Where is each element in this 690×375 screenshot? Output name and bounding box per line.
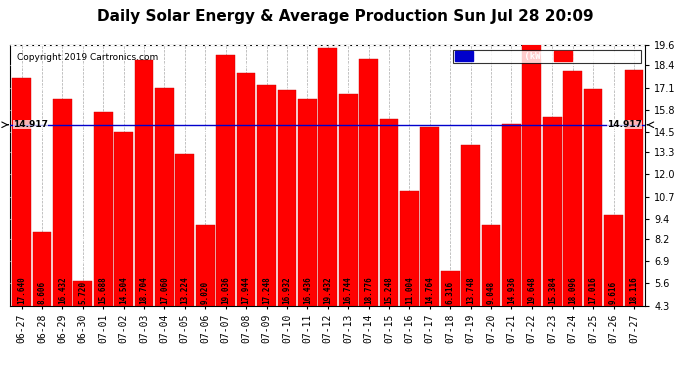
Text: 14.936: 14.936 (507, 276, 516, 304)
Text: 9.020: 9.020 (201, 280, 210, 304)
Text: 13.224: 13.224 (180, 276, 189, 304)
Bar (318, 48, 337, 306)
Bar (624, 70, 643, 306)
Bar (94, 112, 112, 306)
Text: 19.432: 19.432 (323, 276, 333, 304)
Bar (216, 55, 235, 306)
Bar (461, 145, 480, 306)
Text: 13.748: 13.748 (466, 276, 475, 304)
Text: 15.248: 15.248 (384, 276, 393, 304)
Bar (543, 117, 562, 306)
Bar (135, 60, 153, 306)
Bar (502, 124, 521, 306)
Bar (563, 70, 582, 306)
Text: 17.944: 17.944 (241, 276, 250, 304)
Bar (73, 281, 92, 306)
Text: 16.432: 16.432 (58, 276, 67, 304)
Text: 16.932: 16.932 (282, 276, 291, 304)
Text: 16.744: 16.744 (344, 276, 353, 304)
Bar (53, 99, 72, 306)
Text: 5.720: 5.720 (78, 280, 88, 304)
Text: 18.116: 18.116 (629, 276, 638, 304)
Text: 18.704: 18.704 (139, 276, 148, 304)
Text: 14.504: 14.504 (119, 276, 128, 304)
Text: 9.616: 9.616 (609, 280, 618, 304)
Text: 14.917: 14.917 (13, 120, 48, 129)
Bar (196, 225, 215, 306)
Text: 17.060: 17.060 (160, 276, 169, 304)
Text: Daily Solar Energy & Average Production Sun Jul 28 20:09: Daily Solar Energy & Average Production … (97, 9, 593, 24)
Bar (298, 99, 317, 306)
Bar (277, 90, 296, 306)
Bar (359, 59, 378, 306)
Text: 11.004: 11.004 (405, 276, 414, 304)
Text: 19.036: 19.036 (221, 276, 230, 304)
Bar (12, 78, 31, 306)
Bar (237, 73, 255, 306)
Text: 15.688: 15.688 (99, 276, 108, 304)
Text: 17.016: 17.016 (589, 276, 598, 304)
Bar (420, 128, 440, 306)
Bar (339, 94, 357, 306)
Text: 16.436: 16.436 (303, 276, 312, 304)
Bar (115, 132, 133, 306)
Text: Copyright 2019 Cartronics.com: Copyright 2019 Cartronics.com (17, 53, 158, 62)
Bar (175, 154, 195, 306)
Bar (32, 232, 51, 306)
Bar (522, 44, 541, 306)
Text: 17.640: 17.640 (17, 276, 26, 304)
Text: 19.648: 19.648 (527, 276, 536, 304)
Bar (482, 225, 500, 306)
Bar (400, 191, 419, 306)
Bar (604, 215, 623, 306)
Text: 9.048: 9.048 (486, 280, 495, 304)
Legend: Average  (kWh), Daily  (kWh): Average (kWh), Daily (kWh) (453, 50, 640, 63)
Text: 14.917: 14.917 (607, 120, 642, 129)
Bar (155, 88, 174, 306)
Text: 17.248: 17.248 (262, 276, 271, 304)
Bar (441, 271, 460, 306)
Text: 15.384: 15.384 (548, 276, 557, 304)
Bar (380, 119, 398, 306)
Bar (257, 85, 276, 306)
Text: 18.096: 18.096 (568, 276, 578, 304)
Text: 8.606: 8.606 (37, 280, 46, 304)
Text: 18.776: 18.776 (364, 276, 373, 304)
Bar (584, 89, 602, 306)
Text: 6.316: 6.316 (446, 280, 455, 304)
Text: 14.764: 14.764 (425, 276, 434, 304)
